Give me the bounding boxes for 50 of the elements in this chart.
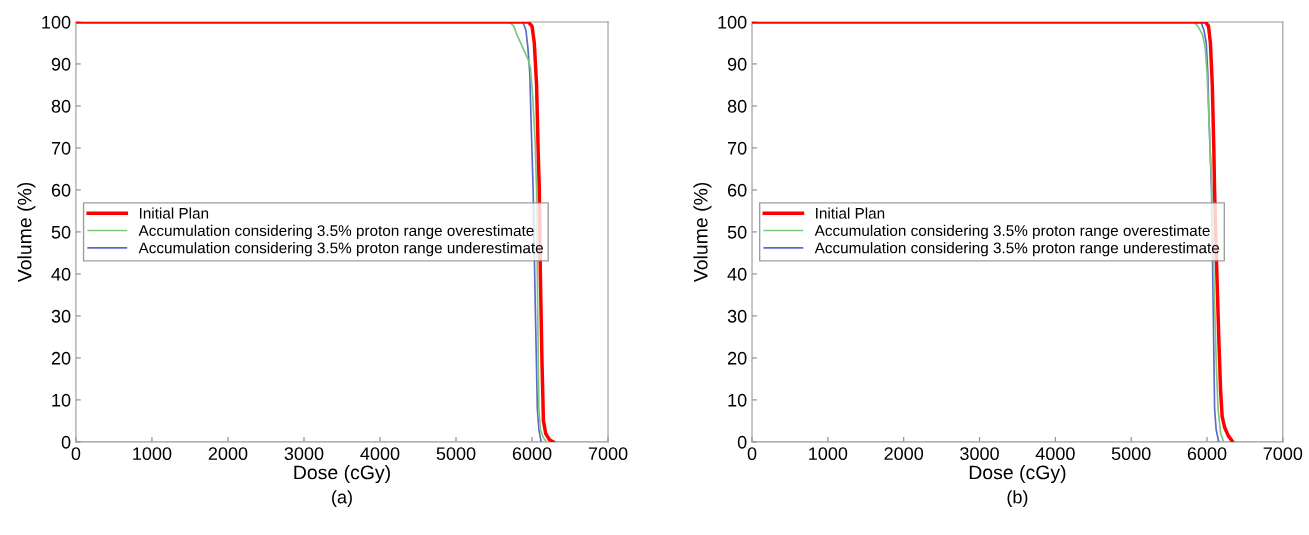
legend-label: Accumulation considering 3.5% proton range underestimate	[138, 242, 543, 257]
y-tick-label: 50	[51, 225, 71, 239]
legend-label: Initial Plan	[816, 207, 885, 219]
y-tick-label: 60	[728, 183, 747, 197]
x-tick-label: 3000	[960, 447, 999, 461]
y-tick-label: 40	[51, 267, 71, 281]
x-axis-title: Dose (cGy)	[969, 464, 1066, 484]
text: (b)	[1007, 490, 1028, 508]
legend-label: Accumulation considering 3.5% proton range overestimate	[138, 224, 534, 240]
y-tick-label: 30	[51, 309, 71, 323]
y-tick-label: 30	[727, 309, 747, 323]
x-tick-label: 3000	[284, 447, 324, 461]
y-tick-label: 80	[51, 99, 71, 113]
y-tick-label: 20	[51, 351, 71, 365]
x-tick-label: 7000	[1263, 447, 1303, 461]
y-tick-label: 60	[51, 183, 71, 197]
x-tick-label: 6000	[1187, 447, 1227, 461]
x-tick-label: 0	[71, 447, 81, 461]
x-tick-label: 5000	[436, 447, 476, 461]
x-tick-label: 6000	[512, 447, 552, 461]
legend-label: Accumulation considering 3.5% proton range overestimate	[814, 224, 1210, 240]
x-tick-label: 2000	[884, 447, 924, 461]
y-tick-label: 100	[42, 15, 71, 29]
x-tick-label: 1000	[133, 447, 172, 461]
y-tick-label: 70	[728, 141, 747, 155]
x-tick-label: 4000	[1035, 447, 1075, 461]
text: (a)	[332, 490, 352, 508]
x-axis-title: Dose (cGy)	[294, 464, 390, 484]
y-tick-label: 100	[718, 15, 747, 29]
y-tick-label: 70	[51, 141, 71, 155]
y-tick-label: 40	[727, 267, 747, 281]
y-tick-label: 80	[727, 99, 747, 113]
y-tick-label: 50	[727, 225, 747, 239]
x-tick-label: 7000	[588, 447, 628, 461]
x-tick-label: 4000	[360, 447, 400, 461]
legend-label: Accumulation considering 3.5% proton range underestimate	[814, 242, 1220, 257]
y-tick-label: 0	[61, 435, 71, 449]
y-axis-title: Volume (%)	[17, 182, 36, 283]
y-tick-label: 0	[737, 435, 747, 449]
y-tick-label: 90	[727, 57, 747, 71]
x-tick-label: 5000	[1111, 447, 1151, 461]
x-tick-label: 2000	[208, 447, 248, 461]
y-tick-label: 20	[727, 351, 747, 365]
y-tick-label: 10	[52, 393, 71, 407]
legend-label: Initial Plan	[139, 207, 209, 219]
y-tick-label: 90	[51, 57, 71, 71]
x-tick-label: 1000	[809, 447, 848, 461]
x-tick-label: 0	[747, 447, 757, 461]
y-axis-title: Volume (%)	[693, 182, 712, 283]
y-tick-label: 10	[728, 393, 747, 407]
